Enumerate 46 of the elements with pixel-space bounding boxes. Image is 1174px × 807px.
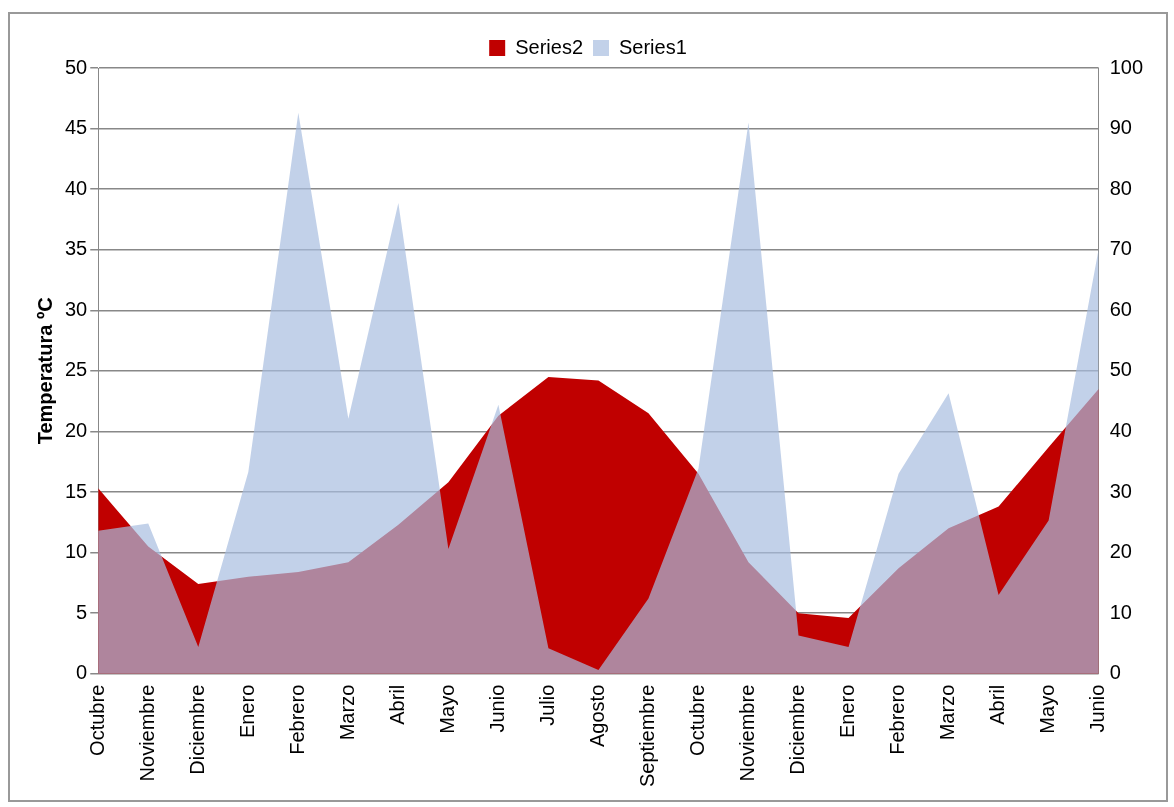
y-axis-title: Temperatura ºC — [33, 297, 56, 445]
x-tick-label: Diciembre — [185, 684, 208, 775]
y2-tick-label: 60 — [1109, 297, 1132, 320]
y2-tick-label: 100 — [1109, 55, 1144, 78]
y2-tick-label: 40 — [1109, 418, 1132, 441]
x-tick-label: Abril — [385, 684, 408, 725]
x-tick-label: Enero — [836, 684, 859, 739]
y-tick-label: 35 — [65, 237, 88, 260]
y-tick-label: 45 — [65, 116, 88, 139]
x-tick-label: Octubre — [85, 684, 108, 756]
x-tick-label: Febrero — [285, 684, 308, 755]
x-tick-label: Febrero — [886, 684, 909, 755]
y-tick-label: 25 — [65, 358, 88, 381]
y-tick-label: 0 — [76, 661, 88, 684]
x-tick-label: Enero — [235, 684, 258, 739]
x-tick-label: Diciembre — [786, 684, 809, 775]
y-tick-label: 40 — [65, 176, 88, 199]
x-tick-label: Marzo — [936, 684, 959, 741]
x-tick-label: Julio — [535, 684, 558, 726]
legend-label: Series1 — [619, 35, 687, 58]
y-tick-label: 20 — [65, 418, 88, 441]
x-tick-label: Noviembre — [736, 684, 759, 782]
y2-tick-label: 0 — [1109, 661, 1121, 684]
y2-tick-label: 20 — [1109, 540, 1132, 563]
y2-tick-label: 50 — [1109, 358, 1132, 381]
x-tick-label: Mayo — [435, 684, 458, 734]
y-tick-label: 5 — [76, 600, 88, 623]
x-tick-label: Marzo — [335, 684, 358, 741]
x-tick-label: Agosto — [585, 684, 608, 747]
x-tick-label: Noviembre — [135, 684, 158, 782]
y2-tick-label: 90 — [1109, 116, 1132, 139]
y2-tick-label: 70 — [1109, 237, 1132, 260]
legend-label: Series2 — [515, 35, 583, 58]
x-tick-label: Junio — [1086, 684, 1109, 733]
x-tick-label: Abril — [986, 684, 1009, 725]
x-tick-label: Octubre — [685, 684, 708, 756]
y-tick-label: 10 — [65, 540, 88, 563]
y-tick-label: 50 — [65, 55, 88, 78]
x-tick-label: Septiembre — [635, 684, 658, 788]
y-tick-label: 30 — [65, 297, 88, 320]
y2-tick-label: 10 — [1109, 600, 1132, 623]
x-tick-label: Junio — [485, 684, 508, 733]
y2-tick-label: 80 — [1109, 176, 1132, 199]
x-tick-label: Mayo — [1036, 684, 1059, 734]
y2-tick-label: 30 — [1109, 479, 1132, 502]
y-tick-label: 15 — [65, 479, 88, 502]
